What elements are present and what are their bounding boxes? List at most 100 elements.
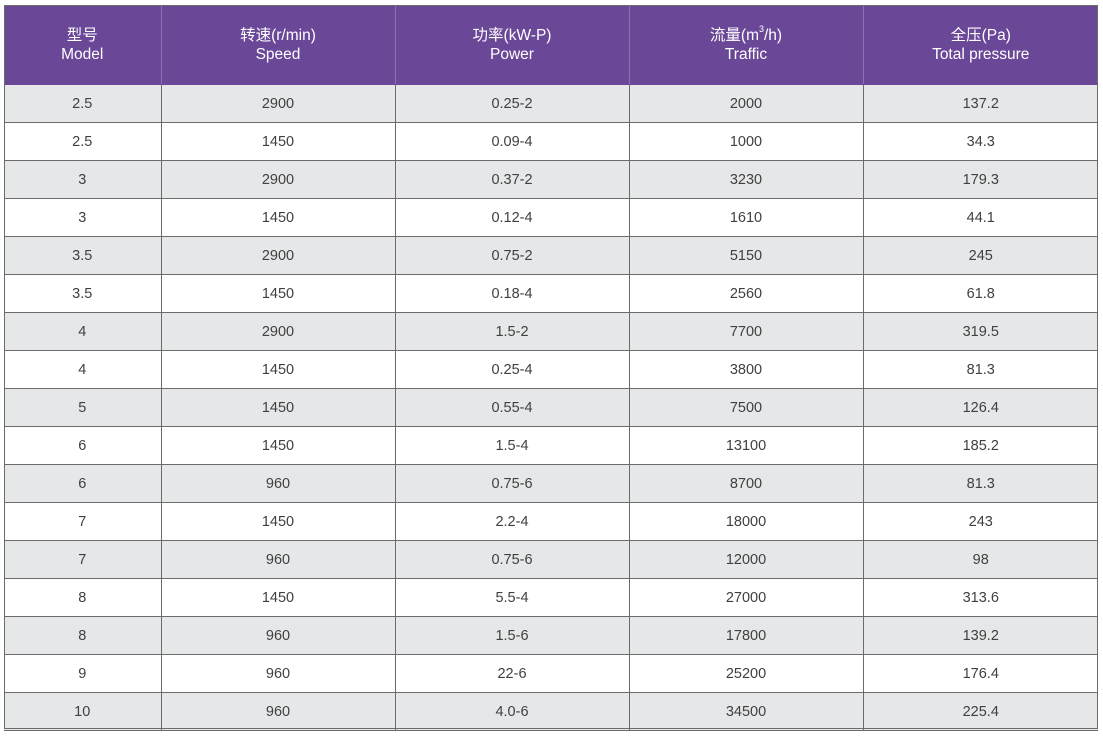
model-cell: 4 [4,312,161,351]
table-row: 4 2900 1.5-2 7700 319.5 [4,312,1098,351]
traffic-cell: 8700 [628,464,863,503]
speed-cell: 960 [160,692,395,731]
model-cell: 8 [4,578,161,617]
table-row: 7 1450 2.2-4 18000 243 [4,502,1098,541]
model-cell: 6 [4,426,161,465]
table-row: 10 960 4.0-6 34500 225.4 [4,692,1098,731]
traffic-cell: 1000 [628,122,863,161]
table-row: 5 1450 0.55-4 7500 126.4 [4,388,1098,427]
table-row: 3 1450 0.12-4 1610 44.1 [4,198,1098,237]
model-cell: 5 [4,388,161,427]
power-cell: 5.5-4 [394,578,629,617]
speed-cell: 2900 [160,312,395,351]
total-pressure-cell: 179.3 [862,160,1098,199]
table-row: 3.5 1450 0.18-4 2560 61.8 [4,274,1098,313]
power-cell: 0.75-6 [394,540,629,579]
power-cell: 0.09-4 [394,122,629,161]
speed-cell: 960 [160,654,395,693]
power-cell: 4.0-6 [394,692,629,731]
total-pressure-cell: 185.2 [862,426,1098,465]
table-row: 3 2900 0.37-2 3230 179.3 [4,160,1098,199]
speed-cell: 2900 [160,84,395,123]
model-cell: 3 [4,160,161,199]
header-en: Power [490,45,534,63]
power-cell: 0.55-4 [394,388,629,427]
column-header-total-pressure: 全压(Pa) Total pressure [862,5,1098,85]
header-zh-pre: 流量(m [709,26,759,44]
table-row: 2.5 2900 0.25-2 2000 137.2 [4,84,1098,123]
power-cell: 0.75-2 [394,236,629,275]
power-cell: 1.5-4 [394,426,629,465]
model-cell: 2.5 [4,84,161,123]
total-pressure-cell: 319.5 [862,312,1098,351]
total-pressure-cell: 225.4 [862,692,1098,731]
traffic-cell: 18000 [628,502,863,541]
total-pressure-cell: 98 [862,540,1098,579]
header-zh: 转速(r/min) [240,26,316,44]
total-pressure-cell: 34.3 [862,122,1098,161]
traffic-cell: 3800 [628,350,863,389]
traffic-cell: 7500 [628,388,863,427]
speed-cell: 960 [160,616,395,655]
traffic-cell: 5150 [628,236,863,275]
header-zh: 型号 [66,26,98,44]
model-cell: 7 [4,540,161,579]
speed-cell: 2900 [160,160,395,199]
header-zh: 全压(Pa) [950,26,1011,44]
traffic-cell: 2560 [628,274,863,313]
speed-cell: 1450 [160,350,395,389]
table-header: 型号 Model 转速(r/min) Speed 功率(kW-P) Power … [4,5,1098,85]
model-cell: 6 [4,464,161,503]
model-cell: 10 [4,692,161,731]
power-cell: 0.37-2 [394,160,629,199]
table-row: 8 960 1.5-6 17800 139.2 [4,616,1098,655]
total-pressure-cell: 139.2 [862,616,1098,655]
power-cell: 0.12-4 [394,198,629,237]
table-body: 2.5 2900 0.25-2 2000 137.2 2.5 1450 0.09-4 1000 3… [4,84,1098,731]
total-pressure-cell: 44.1 [862,198,1098,237]
table-row: 6 960 0.75-6 8700 81.3 [4,464,1098,503]
traffic-cell: 2000 [628,84,863,123]
model-cell: 9 [4,654,161,693]
model-cell: 8 [4,616,161,655]
model-cell: 4 [4,350,161,389]
speed-cell: 1450 [160,388,395,427]
speed-cell: 1450 [160,122,395,161]
speed-cell: 1450 [160,578,395,617]
table-row: 9 960 22-6 25200 176.4 [4,654,1098,693]
speed-cell: 2900 [160,236,395,275]
header-row: 型号 Model 转速(r/min) Speed 功率(kW-P) Power … [4,5,1098,85]
traffic-cell: 17800 [628,616,863,655]
model-cell: 2.5 [4,122,161,161]
column-header-model: 型号 Model [4,5,161,85]
spec-table: 型号 Model 转速(r/min) Speed 功率(kW-P) Power … [4,5,1098,731]
power-cell: 0.25-2 [394,84,629,123]
speed-cell: 1450 [160,198,395,237]
traffic-cell: 34500 [628,692,863,731]
total-pressure-cell: 176.4 [862,654,1098,693]
model-cell: 3.5 [4,274,161,313]
total-pressure-cell: 126.4 [862,388,1098,427]
table-row: 4 1450 0.25-4 3800 81.3 [4,350,1098,389]
power-cell: 0.18-4 [394,274,629,313]
total-pressure-cell: 245 [862,236,1098,275]
header-zh: 流量(m3/h) [630,24,863,45]
column-header-speed: 转速(r/min) Speed [160,5,395,85]
power-cell: 2.2-4 [394,502,629,541]
model-cell: 3 [4,198,161,237]
traffic-cell: 13100 [628,426,863,465]
power-cell: 0.75-6 [394,464,629,503]
traffic-cell: 25200 [628,654,863,693]
total-pressure-cell: 313.6 [862,578,1098,617]
total-pressure-cell: 61.8 [862,274,1098,313]
header-zh-sup: 3 [758,24,764,35]
column-header-traffic: 流量(m3/h) Traffic [628,5,863,85]
table-row: 6 1450 1.5-4 13100 185.2 [4,426,1098,465]
traffic-cell: 12000 [628,540,863,579]
header-en: Total pressure [932,45,1030,63]
spec-table-container: 型号 Model 转速(r/min) Speed 功率(kW-P) Power … [4,5,1098,731]
power-cell: 22-6 [394,654,629,693]
total-pressure-cell: 243 [862,502,1098,541]
traffic-cell: 7700 [628,312,863,351]
speed-cell: 1450 [160,502,395,541]
